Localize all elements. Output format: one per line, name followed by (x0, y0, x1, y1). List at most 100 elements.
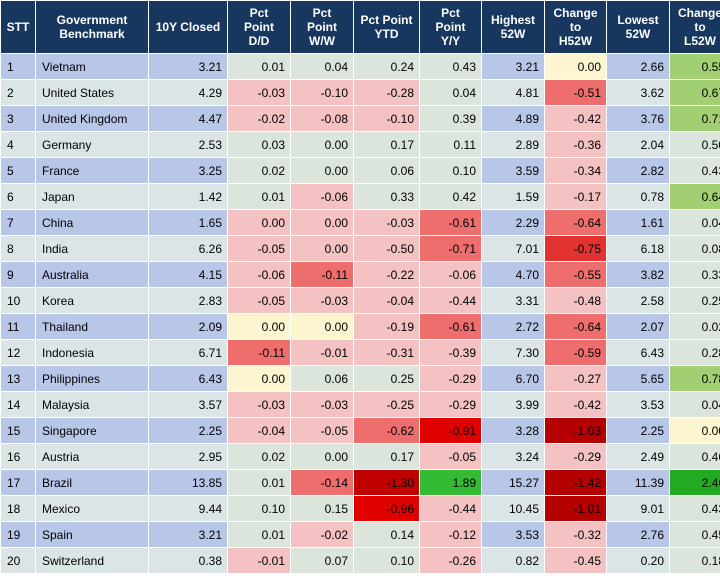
cell-benchmark: Austria (35, 443, 149, 470)
cell-pct-ww: 0.00 (290, 157, 354, 184)
cell-change-h52w: -0.64 (544, 209, 607, 236)
cell-change-h52w: -0.59 (544, 339, 607, 366)
header-stt: STT (0, 0, 36, 54)
cell-pct-dd: 0.01 (227, 183, 291, 210)
cell-highest-52w: 1.59 (481, 183, 545, 210)
cell-benchmark: China (35, 209, 149, 236)
cell-change-l52w: 0.45 (669, 521, 720, 548)
cell-benchmark: Australia (35, 261, 149, 288)
cell-10y-closed: 2.95 (148, 443, 228, 470)
cell-change-h52w: -0.75 (544, 235, 607, 262)
header-benchmark: Government Benchmark (35, 0, 149, 54)
cell-stt: 15 (0, 417, 36, 444)
cell-lowest-52w: 6.43 (606, 339, 670, 366)
cell-change-l52w: 0.67 (669, 79, 720, 106)
table-row: 6 Japan 1.42 0.01 -0.06 0.33 0.42 1.59 -0.17 0.78… (0, 183, 720, 210)
table-row: 11 Thailand 2.09 0.00 0.00 -0.19 -0.61 2.72 -0.6… (0, 313, 720, 340)
cell-pct-ytd: -0.28 (353, 79, 420, 106)
cell-highest-52w: 3.99 (481, 391, 545, 418)
cell-change-h52w: -1.01 (544, 495, 607, 522)
cell-change-l52w: 2.46 (669, 469, 720, 496)
header-pct-yy: Pct Point Y/Y (419, 0, 482, 54)
cell-highest-52w: 2.89 (481, 131, 545, 158)
cell-stt: 17 (0, 469, 36, 496)
cell-benchmark: Spain (35, 521, 149, 548)
cell-lowest-52w: 2.04 (606, 131, 670, 158)
cell-benchmark: Singapore (35, 417, 149, 444)
header-change-l52w: Change to L52W (669, 0, 720, 54)
cell-change-h52w: -1.03 (544, 417, 607, 444)
table-row: 8 India 6.26 -0.05 0.00 -0.50 -0.71 7.01 -0.75 6.… (0, 235, 720, 262)
table-row: 14 Malaysia 3.57 -0.03 -0.03 -0.25 -0.29 3.99 -0… (0, 391, 720, 418)
cell-pct-ytd: -0.03 (353, 209, 420, 236)
cell-change-l52w: 0.08 (669, 235, 720, 262)
cell-pct-ww: -0.11 (290, 261, 354, 288)
cell-change-l52w: 0.02 (669, 313, 720, 340)
cell-pct-ww: -0.02 (290, 521, 354, 548)
cell-benchmark: Philippines (35, 365, 149, 392)
cell-benchmark: Indonesia (35, 339, 149, 366)
cell-10y-closed: 4.15 (148, 261, 228, 288)
cell-change-l52w: 0.55 (669, 53, 720, 80)
cell-change-h52w: -0.34 (544, 157, 607, 184)
cell-highest-52w: 4.81 (481, 79, 545, 106)
table-row: 19 Spain 3.21 0.01 -0.02 0.14 -0.12 3.53 -0.32 2.… (0, 521, 720, 548)
table-row: 17 Brazil 13.85 0.01 -0.14 -1.30 1.89 15.27 -1.4… (0, 469, 720, 496)
cell-pct-ytd: 0.25 (353, 365, 420, 392)
cell-benchmark: India (35, 235, 149, 262)
cell-pct-dd: -0.03 (227, 391, 291, 418)
cell-pct-ww: 0.06 (290, 365, 354, 392)
cell-lowest-52w: 0.78 (606, 183, 670, 210)
cell-change-h52w: -0.17 (544, 183, 607, 210)
header-row: STT Government Benchmark 10Y Closed Pct Point… (0, 0, 720, 54)
cell-lowest-52w: 6.18 (606, 235, 670, 262)
cell-highest-52w: 2.29 (481, 209, 545, 236)
cell-benchmark: Vietnam (35, 53, 149, 80)
cell-pct-ww: 0.07 (290, 547, 354, 574)
cell-lowest-52w: 2.66 (606, 53, 670, 80)
cell-pct-yy: 0.04 (419, 79, 482, 106)
cell-pct-ytd: -0.25 (353, 391, 420, 418)
cell-change-l52w: 0.28 (669, 339, 720, 366)
header-lowest-52w: Lowest 52W (606, 0, 670, 54)
cell-pct-ytd: 0.06 (353, 157, 420, 184)
cell-pct-yy: -0.39 (419, 339, 482, 366)
cell-highest-52w: 4.70 (481, 261, 545, 288)
cell-stt: 14 (0, 391, 36, 418)
cell-change-h52w: -0.64 (544, 313, 607, 340)
cell-stt: 12 (0, 339, 36, 366)
cell-pct-yy: -0.29 (419, 365, 482, 392)
cell-lowest-52w: 2.58 (606, 287, 670, 314)
cell-pct-ytd: -0.10 (353, 105, 420, 132)
cell-pct-ytd: 0.17 (353, 443, 420, 470)
cell-change-h52w: -0.27 (544, 365, 607, 392)
cell-pct-ww: 0.00 (290, 235, 354, 262)
table-row: 10 Korea 2.83 -0.05 -0.03 -0.04 -0.44 3.31 -0.48… (0, 287, 720, 314)
cell-stt: 13 (0, 365, 36, 392)
cell-lowest-52w: 2.25 (606, 417, 670, 444)
cell-change-h52w: -0.51 (544, 79, 607, 106)
cell-change-l52w: 0.00 (669, 417, 720, 444)
cell-stt: 7 (0, 209, 36, 236)
table-row: 20 Switzerland 0.38 -0.01 0.07 0.10 -0.26 0.82-… (0, 547, 720, 574)
cell-pct-yy: -0.61 (419, 313, 482, 340)
cell-change-l52w: 0.43 (669, 157, 720, 184)
cell-stt: 1 (0, 53, 36, 80)
cell-highest-52w: 10.45 (481, 495, 545, 522)
cell-10y-closed: 3.21 (148, 53, 228, 80)
cell-pct-ytd: -0.04 (353, 287, 420, 314)
cell-stt: 2 (0, 79, 36, 106)
cell-pct-ytd: -0.19 (353, 313, 420, 340)
cell-pct-dd: 0.01 (227, 469, 291, 496)
cell-change-l52w: 0.64 (669, 183, 720, 210)
cell-highest-52w: 6.70 (481, 365, 545, 392)
cell-change-h52w: -0.45 (544, 547, 607, 574)
cell-pct-ytd: 0.14 (353, 521, 420, 548)
cell-lowest-52w: 2.76 (606, 521, 670, 548)
table-row: 16 Austria 2.95 0.02 0.00 0.17 -0.05 3.24 -0.29 2… (0, 443, 720, 470)
cell-pct-yy: 0.42 (419, 183, 482, 210)
cell-pct-yy: 1.89 (419, 469, 482, 496)
cell-stt: 6 (0, 183, 36, 210)
cell-lowest-52w: 0.20 (606, 547, 670, 574)
